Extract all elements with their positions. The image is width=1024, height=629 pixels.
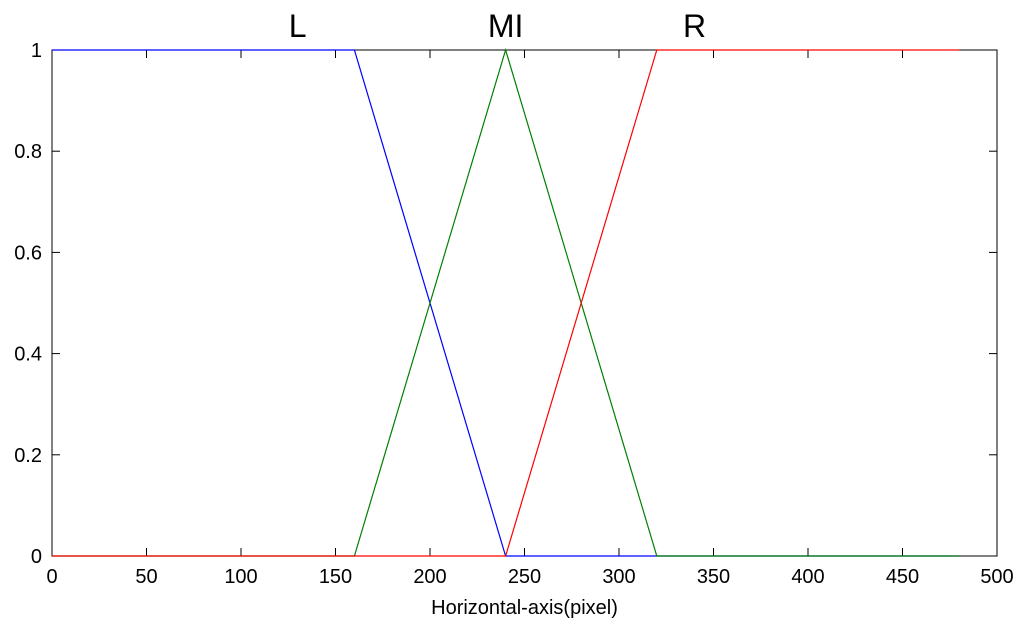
y-tick-label: 0.6 [14, 242, 42, 264]
x-tick-label: 500 [980, 566, 1013, 588]
x-tick-label: 450 [886, 566, 919, 588]
x-tick-label: 250 [508, 566, 541, 588]
x-axis-ticks [51, 50, 998, 556]
x-tick-label: 50 [135, 566, 157, 588]
set-labels: L MI R [289, 8, 706, 44]
y-tick-label: 0.4 [14, 344, 42, 366]
x-tick-label: 100 [224, 566, 257, 588]
plot-area [51, 47, 998, 557]
x-tick-label: 400 [791, 566, 824, 588]
y-tick-label: 1 [31, 40, 42, 62]
y-axis-tick-labels: 0 0.2 0.4 0.6 0.8 1 [14, 40, 42, 568]
y-tick-label: 0.2 [14, 445, 42, 467]
series-lines [52, 47, 960, 557]
x-tick-label: 150 [319, 566, 352, 588]
x-axis-label: Horizontal-axis(pixel) [431, 597, 618, 619]
x-axis-tick-labels: 0 50 100 150 200 250 300 350 400 450 500 [46, 566, 1013, 588]
y-tick-label: 0 [31, 546, 42, 568]
set-label-l: L [289, 8, 307, 44]
series-line-r [52, 49, 960, 557]
x-tick-label: 0 [46, 566, 57, 588]
x-tick-label: 350 [697, 566, 730, 588]
axes-box [51, 49, 998, 557]
x-tick-label: 200 [413, 566, 446, 588]
x-tick-label: 300 [602, 566, 635, 588]
set-label-mi: MI [488, 8, 524, 44]
set-label-r: R [683, 8, 706, 44]
y-tick-label: 0.8 [14, 141, 42, 163]
